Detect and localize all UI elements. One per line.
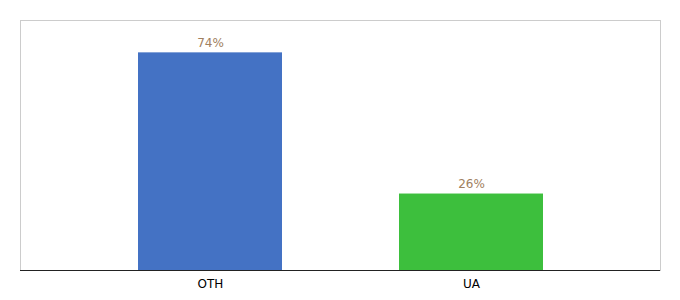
svg-text:26%: 26% (458, 177, 485, 191)
svg-text:OTH: OTH (198, 277, 224, 291)
svg-text:UA: UA (463, 277, 481, 291)
svg-text:74%: 74% (197, 36, 224, 50)
